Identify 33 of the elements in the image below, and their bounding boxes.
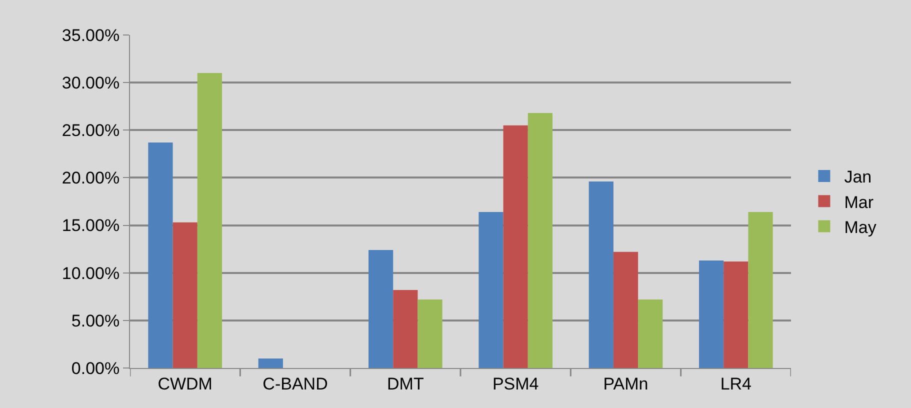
x-tick-label: PSM4	[492, 374, 539, 394]
bar	[478, 212, 504, 368]
y-tick-label: 20.00%	[62, 168, 120, 188]
legend-label: Mar	[844, 192, 874, 212]
bar	[393, 290, 418, 368]
bar	[748, 212, 773, 368]
x-tick-label: LR4	[720, 374, 752, 394]
y-tick-label: 25.00%	[62, 121, 120, 140]
bar	[197, 73, 222, 368]
x-tick-label: CWDM	[158, 374, 212, 394]
bar	[503, 125, 528, 368]
y-tick-label: 10.00%	[62, 264, 120, 283]
y-tick-label: 0.00%	[71, 358, 120, 378]
x-tick-label: C-BAND	[262, 374, 328, 394]
x-tick-label: PAMn	[603, 374, 648, 394]
y-tick-label: 35.00%	[62, 26, 120, 45]
bar	[258, 358, 283, 368]
bar	[368, 250, 394, 368]
y-tick-label: 15.00%	[62, 216, 120, 236]
bar	[418, 300, 442, 368]
y-tick-label: 5.00%	[71, 311, 120, 330]
legend-label: Jan	[844, 168, 872, 187]
y-tick-label: 30.00%	[62, 74, 120, 93]
x-tick-label: DMT	[387, 374, 424, 394]
bar	[638, 300, 663, 368]
bar	[588, 182, 614, 368]
bar	[148, 142, 173, 368]
bar	[724, 261, 748, 368]
legend-label: May	[844, 218, 877, 237]
bar	[528, 113, 552, 368]
bar	[172, 222, 198, 368]
bar	[699, 260, 724, 368]
bar	[613, 252, 638, 368]
